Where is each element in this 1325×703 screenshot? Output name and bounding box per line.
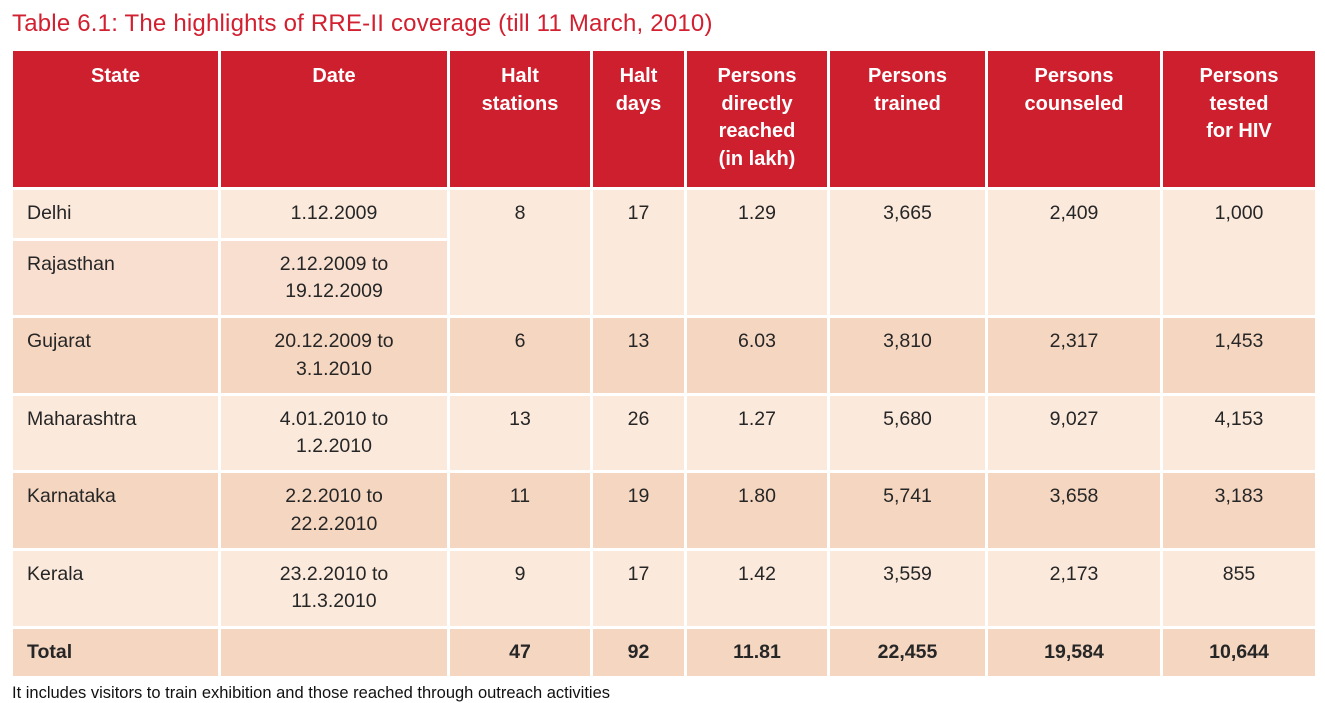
cell-persons-tested: 855 — [1160, 548, 1318, 629]
cell-persons-trained: 5,741 — [827, 470, 988, 552]
cell-halt-days: 17 — [590, 187, 687, 319]
cell-persons-tested: 1,453 — [1160, 315, 1318, 396]
cell-halt-stations: 47 — [447, 625, 593, 679]
cell-halt-stations: 8 — [447, 187, 593, 319]
header-persons-counseled: Persons counseled — [985, 47, 1163, 191]
cell-halt-days: 13 — [590, 315, 687, 396]
cell-state: Gujarat — [10, 315, 221, 396]
table-title: Table 6.1: The highlights of RRE-II cove… — [12, 10, 713, 37]
cell-persons-reached: 1.42 — [684, 548, 830, 629]
cell-date — [218, 625, 450, 679]
table-row-kerala: Kerala 23.2.2010 to 11.3.2010 9 17 1.42 … — [10, 548, 1318, 629]
cell-state: Rajasthan — [10, 237, 221, 319]
cell-persons-tested: 3,183 — [1160, 470, 1318, 552]
table-row-gujarat: Gujarat 20.12.2009 to 3.1.2010 6 13 6.03… — [10, 315, 1318, 396]
cell-persons-reached: 1.80 — [684, 470, 830, 552]
cell-persons-reached: 11.81 — [684, 625, 830, 679]
cell-persons-reached: 1.29 — [684, 187, 830, 319]
cell-halt-stations: 9 — [447, 548, 593, 629]
cell-date: 4.01.2010 to 1.2.2010 — [218, 392, 450, 474]
header-row: State Date Halt stations Halt days Perso… — [10, 47, 1318, 191]
cell-persons-tested: 4,153 — [1160, 392, 1318, 474]
cell-persons-counseled: 2,317 — [985, 315, 1163, 396]
table-row-delhi: Delhi 1.12.2009 8 17 1.29 3,665 2,409 1,… — [10, 187, 1318, 319]
cell-persons-trained: 22,455 — [827, 625, 988, 679]
cell-persons-reached: 1.27 — [684, 392, 830, 474]
cell-state: Total — [10, 625, 221, 679]
table-row-maharashtra: Maharashtra 4.01.2010 to 1.2.2010 13 26 … — [10, 392, 1318, 474]
cell-persons-trained: 5,680 — [827, 392, 988, 474]
header-date: Date — [218, 47, 450, 191]
cell-persons-tested: 1,000 — [1160, 187, 1318, 319]
cell-date: 20.12.2009 to 3.1.2010 — [218, 315, 450, 396]
cell-halt-days: 26 — [590, 392, 687, 474]
cell-persons-counseled: 3,658 — [985, 470, 1163, 552]
table-row-karnataka: Karnataka 2.2.2010 to 22.2.2010 11 19 1.… — [10, 470, 1318, 552]
cell-state: Delhi — [10, 187, 221, 241]
footnote: It includes visitors to train exhibition… — [12, 683, 611, 702]
cell-persons-counseled: 19,584 — [985, 625, 1163, 679]
cell-halt-stations: 13 — [447, 392, 593, 474]
cell-halt-days: 92 — [590, 625, 687, 679]
table-row-rajasthan: Rajasthan 2.12.2009 to 19.12.2009 — [10, 237, 1317, 319]
cell-date: 2.12.2009 to 19.12.2009 — [218, 237, 450, 319]
cell-persons-reached: 6.03 — [684, 315, 830, 396]
cell-state: Karnataka — [10, 470, 221, 552]
cell-halt-stations: 6 — [447, 315, 593, 396]
rre-coverage-table: State Date Halt stations Halt days Perso… — [10, 47, 1318, 679]
cell-date: 1.12.2009 — [218, 187, 450, 241]
cell-halt-stations: 11 — [447, 470, 593, 552]
cell-state: Kerala — [10, 548, 221, 629]
header-persons-trained: Persons trained — [827, 47, 988, 191]
cell-state: Maharashtra — [10, 392, 221, 474]
cell-persons-counseled: 2,173 — [985, 548, 1163, 629]
header-halt-days: Halt days — [590, 47, 687, 191]
cell-persons-tested: 10,644 — [1160, 625, 1318, 679]
header-halt-stations: Halt stations — [447, 47, 593, 191]
table-row-total: Total 47 92 11.81 22,455 19,584 10,644 — [10, 625, 1318, 679]
cell-persons-counseled: 2,409 — [985, 187, 1163, 319]
cell-halt-days: 17 — [590, 548, 687, 629]
cell-persons-trained: 3,559 — [827, 548, 988, 629]
cell-persons-trained: 3,665 — [827, 187, 988, 319]
cell-persons-counseled: 9,027 — [985, 392, 1163, 474]
cell-persons-trained: 3,810 — [827, 315, 988, 396]
cell-halt-days: 19 — [590, 470, 687, 552]
cell-date: 23.2.2010 to 11.3.2010 — [218, 548, 450, 629]
header-persons-reached: Persons directly reached (in lakh) — [684, 47, 830, 191]
cell-date: 2.2.2010 to 22.2.2010 — [218, 470, 450, 552]
header-persons-tested: Persons tested for HIV — [1160, 47, 1318, 191]
header-state: State — [10, 47, 221, 191]
